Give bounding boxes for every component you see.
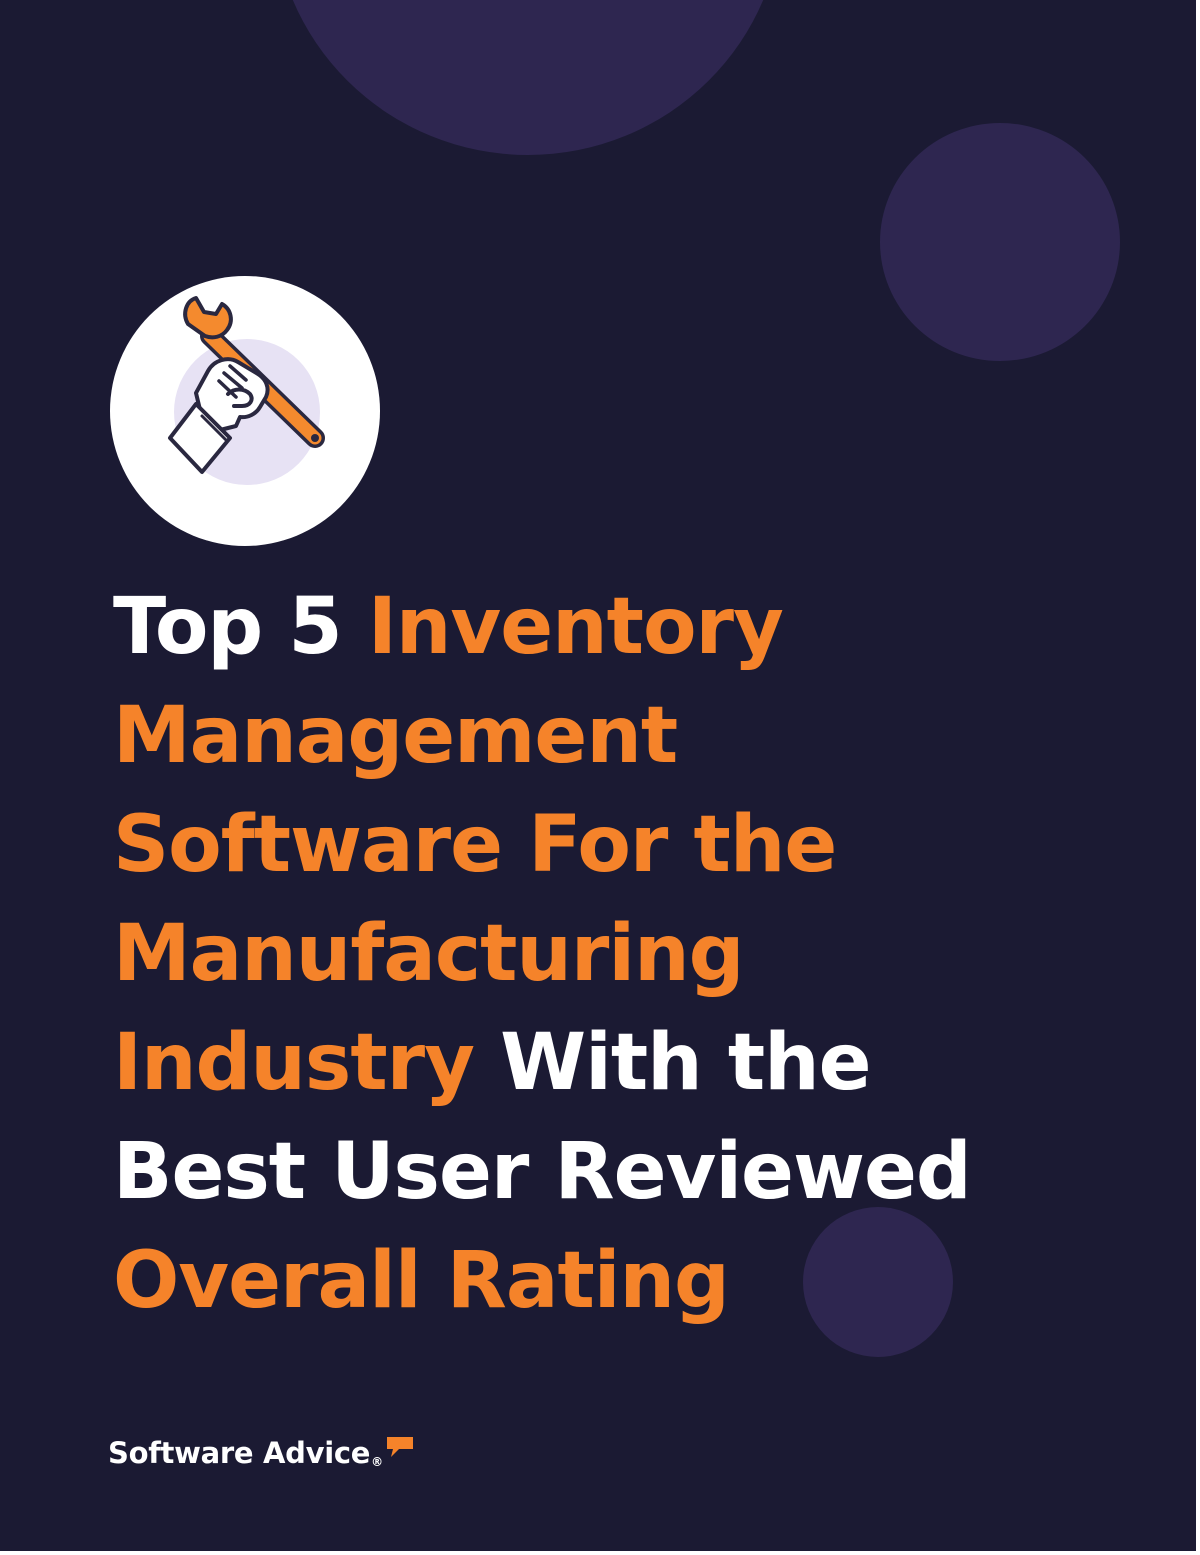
headline-text-orange: Overall Rating [113, 1236, 730, 1326]
brand-registered-mark: ® [371, 1455, 383, 1469]
headline-text-white: Best User Reviewed [113, 1127, 972, 1217]
headline-text-orange: Manufacturing [113, 909, 744, 999]
headline-line-6: Best User Reviewed [113, 1118, 1113, 1227]
headline-line-3: Software For the [113, 791, 1113, 900]
speech-bubble-icon [386, 1437, 413, 1457]
hand-wrench-icon [168, 296, 325, 485]
headline-line-5: Industry With the [113, 1009, 1113, 1118]
icon-badge [110, 276, 380, 546]
headline-text-white: Top 5 [113, 582, 368, 672]
headline-text-orange: Inventory [367, 582, 784, 672]
headline-text-orange: Management [113, 691, 678, 781]
headline-text-orange: Software For the [113, 800, 837, 890]
brand-logo: Software Advice ® [108, 1427, 415, 1471]
headline-line-2: Management [113, 682, 1113, 791]
headline-line-4: Manufacturing [113, 900, 1113, 1009]
headline-line-1: Top 5 Inventory [113, 573, 1113, 682]
brand-name: Software Advice [108, 1436, 371, 1470]
headline: Top 5 Inventory Management Software For … [113, 573, 1113, 1336]
decorative-circle-right [880, 123, 1120, 361]
decorative-circle-bottom [803, 1207, 953, 1357]
headline-text-white: With the [473, 1018, 871, 1108]
headline-line-7: Overall Rating [113, 1227, 1113, 1336]
decorative-circle-top [273, 0, 783, 155]
headline-text-orange: Industry [113, 1018, 475, 1108]
